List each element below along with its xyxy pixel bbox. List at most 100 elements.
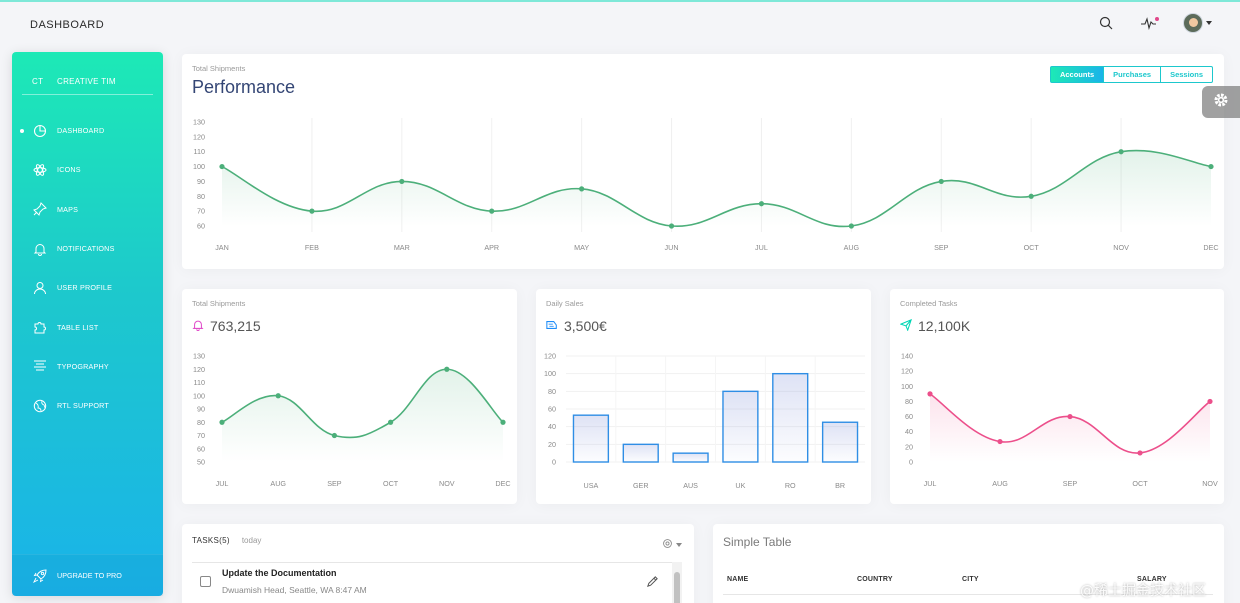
task-name: Update the Documentation	[222, 568, 337, 578]
data-point	[1028, 193, 1034, 199]
column-header-city: CITY	[962, 576, 979, 583]
settings-plugin-button[interactable]	[1202, 86, 1240, 118]
bar	[772, 372, 809, 463]
y-tick-label: 100	[193, 391, 205, 400]
y-tick-label: 70	[197, 207, 205, 216]
data-point	[1208, 163, 1214, 170]
card-value: 763,215	[210, 318, 261, 334]
y-tick-label: 60	[905, 412, 913, 421]
x-tick-label: BR	[835, 481, 845, 490]
bell-icon	[32, 241, 48, 257]
tasks-scrollbar[interactable]	[672, 562, 682, 603]
sidebar-item-label: TYPOGRAPHY	[57, 361, 109, 371]
x-tick-label: OCT	[1024, 243, 1040, 252]
tab-sessions[interactable]: Sessions	[1161, 66, 1213, 83]
column-header-name: NAME	[727, 576, 749, 583]
sidebar-item-table-list[interactable]: TABLE LIST	[12, 307, 163, 346]
tasks-header: TASKS(5) today	[192, 536, 261, 545]
user-menu[interactable]	[1183, 13, 1212, 33]
sidebar-item-dashboard[interactable]: DASHBOARD	[12, 111, 163, 150]
sidebar-item-rtl-support[interactable]: RTL SUPPORT	[12, 386, 163, 425]
sidebar: CT CREATIVE TIM DASHBOARD ICONS MAPS	[12, 52, 163, 596]
y-tick-label: 60	[548, 405, 556, 414]
logo-mini: CT	[32, 77, 44, 86]
tab-purchases[interactable]: Purchases	[1104, 66, 1162, 83]
performance-line-chart: 60 70 80 90 100 110 120 130 JAN FEB MAR APR MAY JUN JU…	[193, 118, 1219, 253]
upgrade-label: UPGRADE TO PRO	[57, 571, 122, 580]
tasks-settings-dropdown[interactable]	[662, 536, 682, 554]
series-line	[221, 368, 504, 439]
sidebar-item-label: NOTIFICATIONS	[57, 244, 115, 254]
x-tick-label: JAN	[215, 243, 229, 252]
y-tick-label: 120	[193, 365, 205, 374]
total-shipments-line-chart: 50 60 70 80 90 100 110 120 130 JUL AUG SEP OCT NOV DEC	[193, 352, 511, 489]
y-tick-label: 80	[197, 192, 205, 201]
y-tick-label: 110	[194, 147, 205, 156]
card-header: Completed Tasks 12,100K	[899, 299, 971, 334]
column-header-country: COUNTRY	[857, 576, 893, 583]
y-tick-label: 120	[901, 367, 913, 376]
x-tick-label: MAY	[574, 243, 589, 252]
bar	[722, 390, 759, 463]
y-tick-label: 140	[901, 352, 913, 361]
puzzle-icon	[32, 319, 48, 335]
scrollbar-thumb[interactable]	[674, 572, 680, 603]
card-category: Daily Sales	[546, 299, 584, 308]
data-point	[758, 201, 765, 207]
series-area	[222, 150, 1211, 227]
x-tick-label: NOV	[1202, 479, 1218, 488]
x-tick-label: USA	[584, 481, 599, 490]
performance-card: Total Shipments Performance Accounts Pur…	[182, 54, 1224, 269]
atom-icon	[32, 162, 48, 178]
data-point	[331, 432, 337, 439]
series-area	[930, 393, 1210, 462]
card-value: 12,100K	[918, 318, 971, 334]
y-tick-label: 80	[905, 397, 913, 406]
sidebar-logo[interactable]: CT CREATIVE TIM	[12, 52, 163, 94]
data-point	[219, 163, 225, 170]
search-icon[interactable]	[1095, 12, 1117, 34]
y-tick-label: 20	[548, 440, 556, 449]
y-tick-label: 60	[197, 222, 205, 231]
tab-accounts[interactable]: Accounts	[1049, 66, 1105, 83]
x-tick-label: UK	[735, 481, 745, 490]
data-point	[489, 208, 495, 214]
watermark: @稀土掘金技术社区	[1080, 583, 1206, 599]
sidebar-item-notifications[interactable]: NOTIFICATIONS	[12, 229, 163, 268]
performance-title: Performance	[192, 77, 296, 97]
card-header: Daily Sales 3,500€	[546, 299, 607, 334]
sidebar-item-maps[interactable]: MAPS	[12, 190, 163, 229]
data-point	[938, 178, 944, 185]
bar	[821, 421, 859, 463]
column-header-salary: SALARY	[1137, 576, 1167, 583]
y-tick-label: 130	[193, 352, 205, 361]
pencil-icon[interactable]	[646, 575, 659, 593]
y-tick-label: 100	[193, 162, 205, 171]
bar	[572, 414, 610, 463]
y-tick-label: 0	[909, 458, 913, 467]
x-tick-label: RO	[785, 481, 796, 490]
chevron-down-icon	[676, 543, 682, 547]
sidebar-item-icons[interactable]: ICONS	[12, 150, 163, 189]
x-tick-label: AUG	[270, 479, 286, 488]
data-point	[668, 223, 675, 229]
simple-table-card: Simple Table NAME COUNTRY CITY SALARY @稀…	[713, 524, 1224, 603]
x-tick-label: SEP	[327, 479, 342, 488]
x-tick-label: SEP	[1063, 479, 1078, 488]
data-point	[1067, 413, 1073, 420]
x-tick-label: SEP	[934, 243, 949, 252]
upgrade-to-pro-button[interactable]: UPGRADE TO PRO	[12, 554, 163, 596]
series-line	[221, 149, 1212, 228]
align-center-icon	[32, 358, 48, 374]
task-checkbox[interactable]	[200, 576, 211, 587]
bar	[622, 443, 659, 463]
x-tick-label: AUG	[992, 479, 1008, 488]
data-point	[848, 223, 854, 229]
sidebar-item-typography[interactable]: TYPOGRAPHY	[12, 347, 163, 386]
x-tick-label: JUL	[924, 479, 937, 488]
navbar-brand[interactable]: DASHBOARD	[30, 19, 105, 31]
sidebar-item-user-profile[interactable]: USER PROFILE	[12, 268, 163, 307]
x-tick-label: GER	[633, 481, 649, 490]
completed-tasks-line-chart: 0 20 40 60 80 100 120 140 JUL AUG SEP OCT NOV	[901, 352, 1218, 489]
activity-icon[interactable]	[1139, 12, 1161, 34]
